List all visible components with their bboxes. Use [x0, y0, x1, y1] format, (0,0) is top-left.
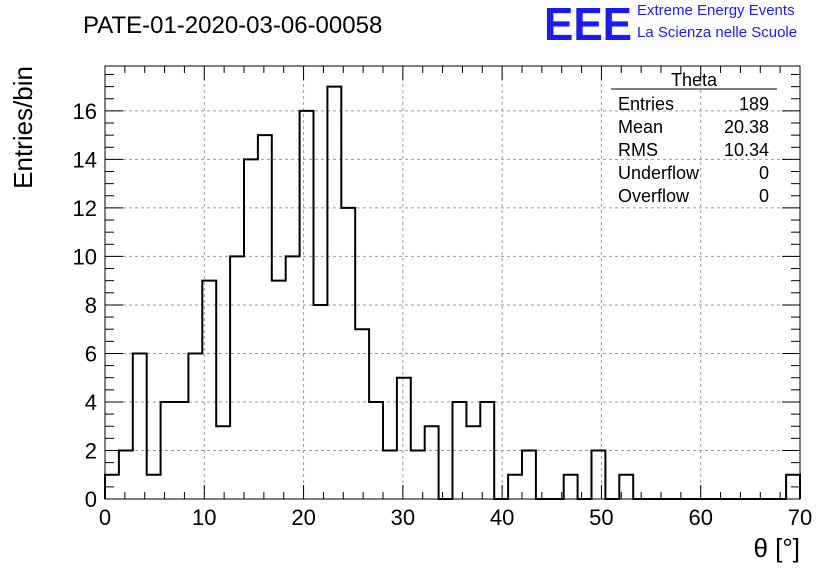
- histogram-bin: [383, 450, 397, 499]
- histogram-bin: [480, 402, 494, 499]
- x-tick-label: 30: [391, 505, 415, 530]
- stats-label-underflow: Underflow: [618, 163, 700, 183]
- stats-value-overflow: 0: [759, 186, 769, 206]
- stats-value-underflow: 0: [759, 163, 769, 183]
- histogram-bin: [133, 353, 147, 499]
- histogram-bin: [119, 450, 133, 499]
- histogram-bin: [466, 426, 480, 499]
- y-axis-label: Entries/bin: [8, 66, 38, 189]
- axis-ticks: [104, 66, 801, 500]
- histogram-bin: [411, 450, 425, 499]
- chart-title: PATE-01-2020-03-06-00058: [83, 12, 382, 39]
- histogram-bin: [397, 378, 411, 499]
- histogram-bin: [258, 135, 272, 499]
- x-tick-label: 70: [788, 505, 812, 530]
- stats-value-rms: 10.34: [724, 140, 769, 160]
- x-tick-label: 50: [589, 505, 613, 530]
- histogram-bin: [244, 159, 258, 499]
- x-tick-label: 10: [192, 505, 216, 530]
- stats-box: Theta Entries 189 Mean 20.38 RMS 10.34 U…: [611, 70, 777, 206]
- histogram-bin: [230, 256, 244, 499]
- histogram-bin: [286, 256, 300, 499]
- histogram-bin: [272, 281, 286, 499]
- histogram-bin: [508, 475, 522, 499]
- eee-logo-letters: EEE: [544, 0, 632, 44]
- y-tick-label: 8: [85, 293, 97, 318]
- x-axis-label: θ [°]: [753, 533, 800, 563]
- stats-label-mean: Mean: [618, 117, 663, 137]
- y-tick-labels: 0 2 4 6 8 10 12 14 16: [73, 99, 97, 512]
- x-tick-labels: 0 10 20 30 40 50 60 70: [99, 505, 812, 530]
- x-tick-label: 20: [291, 505, 315, 530]
- x-tick-label: 40: [490, 505, 514, 530]
- stats-title: Theta: [671, 70, 718, 90]
- stats-label-rms: RMS: [618, 140, 658, 160]
- histogram-bin: [188, 353, 202, 499]
- y-tick-label: 2: [85, 438, 97, 463]
- histogram-outline: [104, 85, 801, 500]
- y-tick-label: 10: [73, 244, 97, 269]
- histogram-bin: [564, 475, 578, 499]
- y-tick-label: 4: [85, 390, 97, 415]
- logo-line-2: La Scienza nelle Scuole: [637, 24, 798, 41]
- histogram-bin: [327, 87, 341, 499]
- stats-label-entries: Entries: [618, 94, 674, 114]
- histogram-bin: [522, 450, 536, 499]
- histogram-bin: [147, 475, 161, 499]
- x-tick-label: 0: [99, 505, 111, 530]
- plot-frame: [104, 65, 801, 500]
- y-tick-label: 14: [73, 147, 97, 172]
- eee-logo: EEE: [544, 0, 632, 44]
- histogram-bars: [104, 85, 801, 500]
- histogram-bin: [592, 450, 606, 499]
- y-tick-label: 6: [85, 341, 97, 366]
- y-tick-label: 12: [73, 196, 97, 221]
- logo-line-1: Extreme Energy Events: [637, 2, 795, 19]
- y-tick-label: 0: [85, 487, 97, 512]
- stats-label-overflow: Overflow: [618, 186, 690, 206]
- x-tick-label: 60: [688, 505, 712, 530]
- stats-value-mean: 20.38: [724, 117, 769, 137]
- stats-value-entries: 189: [739, 94, 769, 114]
- histogram-bin: [355, 329, 369, 499]
- histogram-bin: [425, 426, 439, 499]
- histogram-bin: [175, 402, 189, 499]
- grid-lines: [105, 66, 800, 499]
- histogram-bin: [216, 426, 230, 499]
- y-tick-label: 16: [73, 99, 97, 124]
